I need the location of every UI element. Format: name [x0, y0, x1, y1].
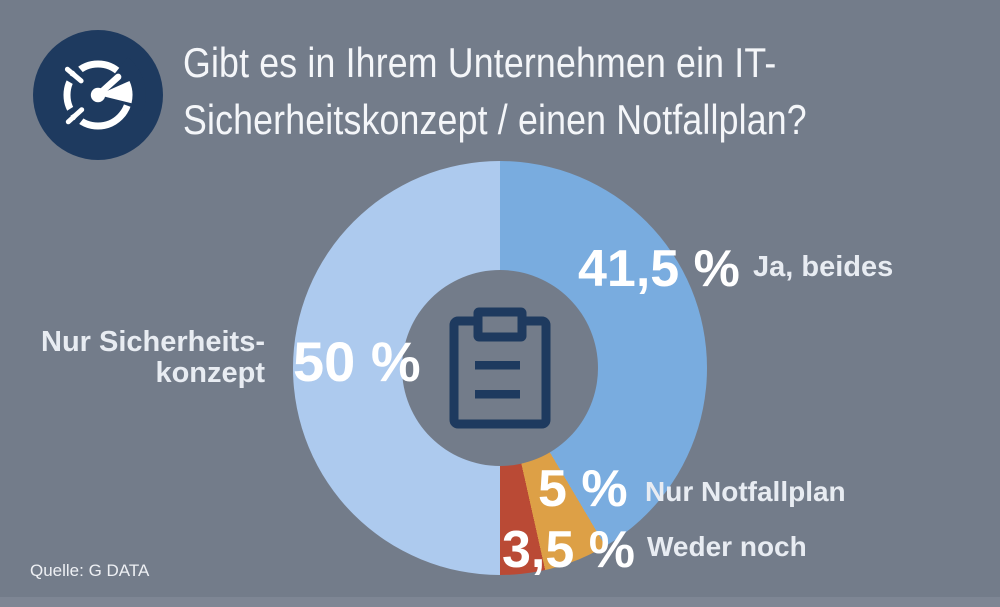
- label-ja-beides: Ja, beides: [753, 251, 894, 283]
- title-line-1: Gibt es in Ihrem Unternehmen ein IT-: [183, 39, 777, 86]
- label-nur-sicherheitskonzept-line-1: Nur Sicherheits-: [41, 326, 265, 358]
- source-credit: Quelle: G DATA: [30, 561, 150, 580]
- value-ja-beides: 41,5 %: [578, 240, 740, 298]
- value-nur-notfallplan: 5 %: [538, 460, 628, 518]
- bottom-strip: [0, 597, 1000, 607]
- gauge-icon: [61, 57, 146, 130]
- donut-chart: [293, 161, 707, 575]
- value-weder-noch: 3,5 %: [502, 521, 635, 579]
- title-line-2: Sicherheitskonzept / einen Notfallplan?: [183, 96, 807, 143]
- gauge-badge: [33, 30, 163, 160]
- donut-hole: [402, 270, 598, 466]
- label-weder-noch: Weder noch: [647, 531, 807, 562]
- label-nur-sicherheitskonzept: Nur Sicherheits- konzept: [41, 327, 265, 389]
- clipboard-icon: [449, 307, 551, 429]
- label-nur-sicherheitskonzept-line-2: konzept: [155, 357, 265, 389]
- value-nur-sicherheitskonzept: 50 %: [293, 330, 421, 393]
- page-title: Gibt es in Ihrem Unternehmen ein IT- Sic…: [183, 34, 807, 148]
- label-nur-notfallplan: Nur Notfallplan: [645, 476, 846, 507]
